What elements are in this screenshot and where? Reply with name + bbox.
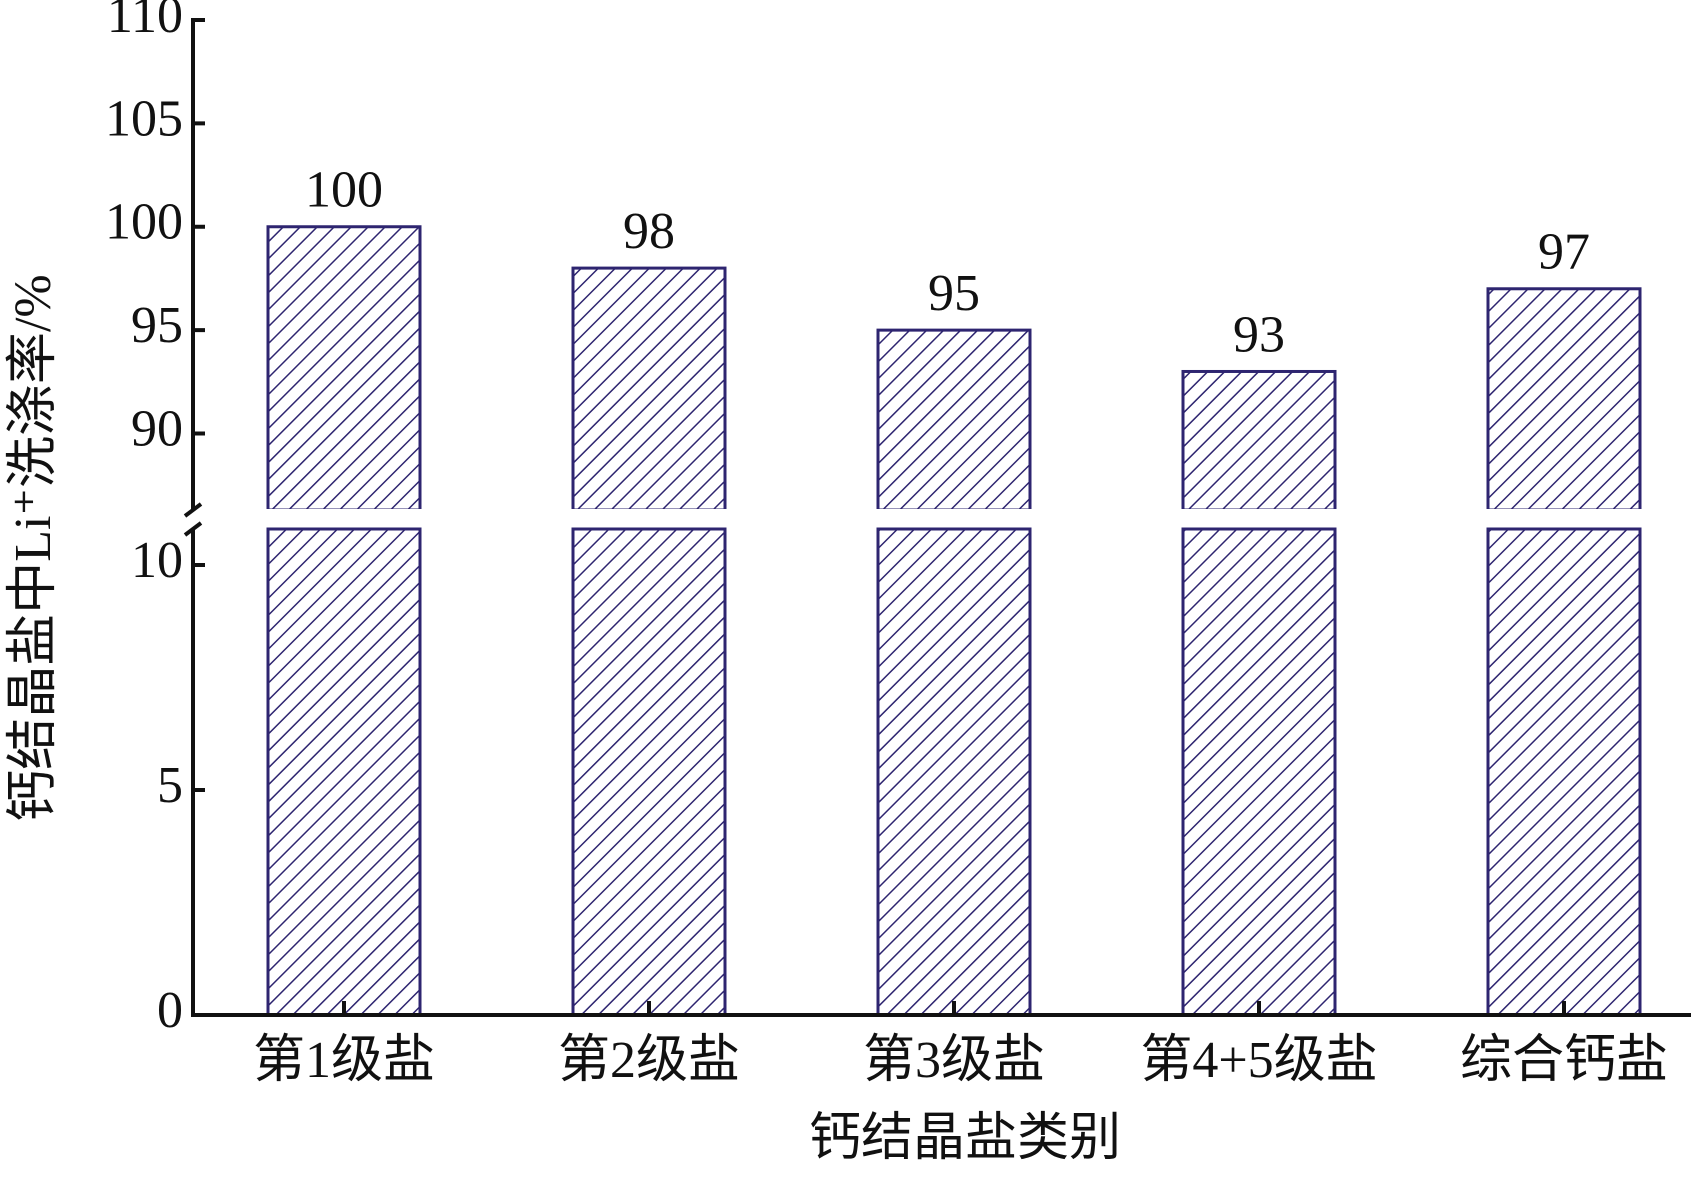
y-axis-label: 钙结晶盐中Li⁺洗涤率/% xyxy=(5,274,62,821)
value-label: 98 xyxy=(623,203,675,260)
bar-lower xyxy=(266,527,422,1017)
y-tick-label: 105 xyxy=(105,90,183,147)
bar-lower xyxy=(1181,527,1337,1017)
bar-upper xyxy=(266,225,422,512)
bar-upper xyxy=(876,328,1032,512)
break-gap xyxy=(875,509,1033,512)
axis-break xyxy=(183,502,203,518)
y-tick-label: 0 xyxy=(157,982,183,1039)
bar-lower xyxy=(1486,527,1642,1017)
value-label: 93 xyxy=(1233,306,1285,363)
bar-lower xyxy=(876,527,1032,1017)
y-tick-label: 110 xyxy=(107,0,183,44)
bar-lower xyxy=(571,527,727,1017)
value-label: 97 xyxy=(1538,224,1590,281)
axis-break xyxy=(183,521,203,537)
x-axis-label: 钙结晶盐类别 xyxy=(809,1110,1121,1167)
break-gap xyxy=(1180,509,1338,512)
y-tick-label: 100 xyxy=(105,194,183,251)
bar-upper xyxy=(571,266,727,512)
bar-upper xyxy=(1181,369,1337,512)
y-tick-label: 95 xyxy=(131,297,183,354)
value-label: 95 xyxy=(928,265,980,322)
y-tick-label: 5 xyxy=(157,757,183,814)
break-gap xyxy=(1485,509,1643,512)
x-tick-label: 综合钙盐 xyxy=(1460,1032,1668,1089)
x-tick-label: 第1级盐 xyxy=(253,1032,435,1089)
value-label: 100 xyxy=(305,162,383,219)
break-gap xyxy=(265,509,423,512)
x-tick-label: 第4+5级盐 xyxy=(1140,1032,1377,1089)
x-tick-label: 第2级盐 xyxy=(558,1032,740,1089)
bar-upper xyxy=(1486,287,1642,512)
y-tick-label: 90 xyxy=(131,400,183,457)
x-tick-label: 第3级盐 xyxy=(863,1032,1045,1089)
break-gap xyxy=(570,509,728,512)
y-tick-label: 10 xyxy=(131,532,183,589)
